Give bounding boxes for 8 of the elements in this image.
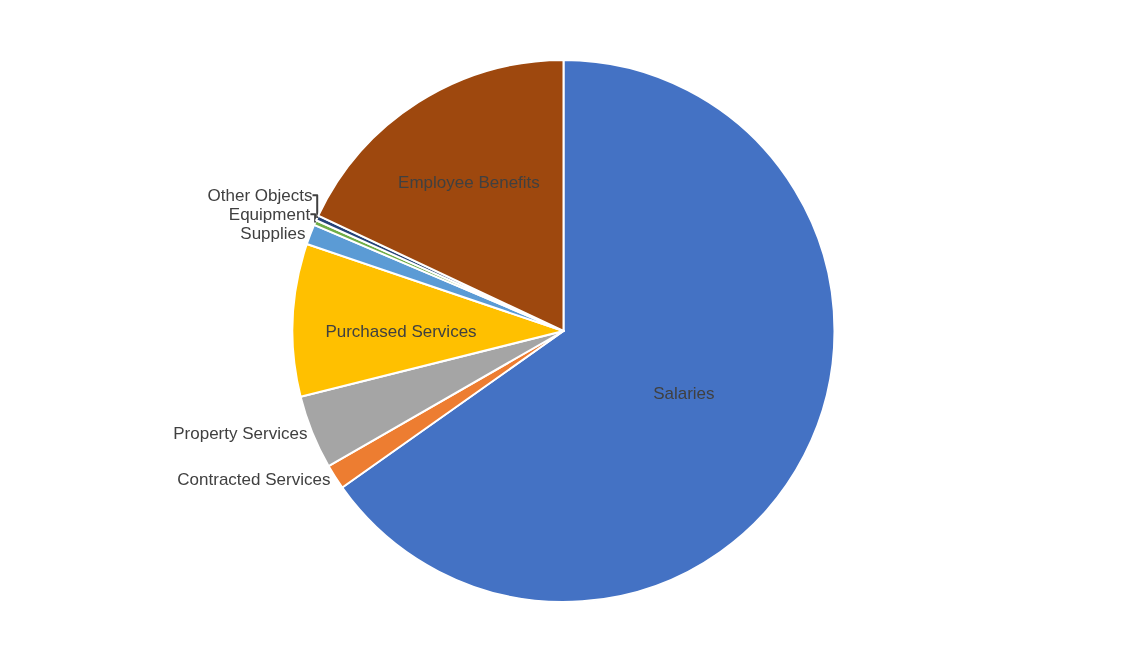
slice-label: Salaries <box>653 383 715 403</box>
slice-label: Equipment <box>228 204 311 224</box>
slice-label: Supplies <box>240 223 306 243</box>
slice-label: Employee Benefits <box>398 172 540 192</box>
slice-label: Contracted Services <box>177 470 331 490</box>
slice-label: Property Services <box>173 424 308 444</box>
slice-label: Other Objects <box>207 185 313 205</box>
slice-label: Purchased Services <box>325 321 477 341</box>
